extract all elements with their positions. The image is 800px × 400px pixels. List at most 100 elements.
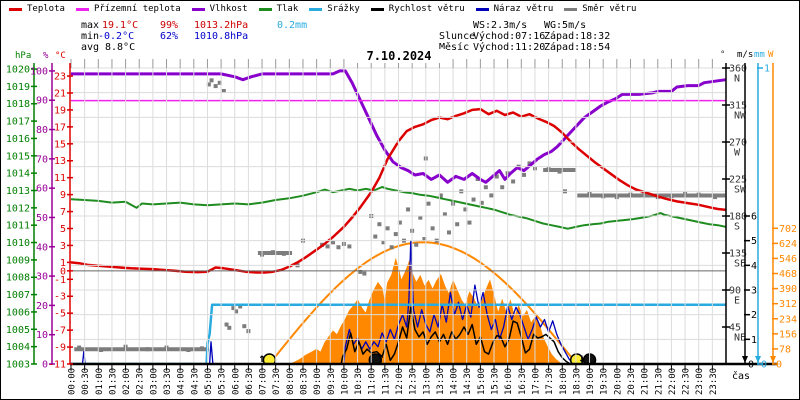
svg-text:50: 50 xyxy=(36,213,48,224)
svg-text:1012: 1012 xyxy=(6,203,30,214)
legend-item-label: Vlhkost xyxy=(209,4,248,14)
svg-text:04:30: 04:30 xyxy=(190,368,200,395)
svg-text:9: 9 xyxy=(60,190,66,201)
svg-text:↓: ↓ xyxy=(578,351,585,365)
svg-text:01:30: 01:30 xyxy=(108,368,118,395)
svg-text:30: 30 xyxy=(36,272,48,283)
legend-item-5: Srážky xyxy=(309,4,360,14)
time-axis-label: čas xyxy=(732,371,751,382)
stat-max-humidity: 99% xyxy=(160,20,179,31)
svg-text:1: 1 xyxy=(60,258,66,269)
svg-text:00:30: 00:30 xyxy=(81,368,91,395)
svg-text:60: 60 xyxy=(36,184,48,195)
legend-item-4: Tlak xyxy=(258,4,299,14)
svg-text:16:30: 16:30 xyxy=(518,368,528,395)
svg-text:360: 360 xyxy=(729,64,747,75)
svg-text:1003: 1003 xyxy=(6,360,30,371)
sunrise-time: Východ:07:16 xyxy=(473,31,546,42)
svg-text:40: 40 xyxy=(36,242,48,253)
svg-text:3: 3 xyxy=(751,286,757,297)
svg-text:135: 135 xyxy=(729,249,747,260)
temperature-unit-label: °C xyxy=(55,51,66,61)
legend-item-7: Náraz větru xyxy=(475,4,554,14)
svg-text:90: 90 xyxy=(729,286,741,297)
svg-text:13:30: 13:30 xyxy=(436,368,446,395)
svg-text:10: 10 xyxy=(36,330,48,341)
legend-item-label: Náraz větru xyxy=(493,4,554,14)
stat-min-temp: -0.2°C xyxy=(98,31,135,42)
svg-text:2: 2 xyxy=(751,310,757,321)
legend-dash-icon xyxy=(258,7,272,11)
svg-text:18:30: 18:30 xyxy=(572,368,582,395)
svg-text:22:30: 22:30 xyxy=(682,368,692,395)
svg-text:1020: 1020 xyxy=(6,65,30,76)
svg-text:21:00: 21:00 xyxy=(641,368,651,395)
svg-text:78: 78 xyxy=(779,344,791,355)
svg-text:4: 4 xyxy=(751,261,757,272)
svg-text:0: 0 xyxy=(776,360,782,371)
legend-item-label: Tlak xyxy=(276,4,299,14)
svg-text:17: 17 xyxy=(54,122,66,133)
svg-text:6: 6 xyxy=(751,212,757,223)
svg-text:546: 546 xyxy=(779,254,797,265)
svg-text:14:30: 14:30 xyxy=(463,368,473,395)
direction-unit-label: ° xyxy=(720,50,726,60)
svg-text:23:30: 23:30 xyxy=(709,368,719,395)
svg-text:06:00: 06:00 xyxy=(231,368,241,395)
svg-text:22:00: 22:00 xyxy=(668,368,678,395)
humidity-unit-label: % xyxy=(43,51,49,61)
svg-text:0: 0 xyxy=(761,360,767,371)
svg-text:16:00: 16:00 xyxy=(504,368,514,395)
svg-text:08:00: 08:00 xyxy=(286,368,296,395)
svg-text:1011: 1011 xyxy=(6,221,30,232)
svg-text:5: 5 xyxy=(751,236,757,247)
legend-dash-icon xyxy=(370,7,384,11)
svg-text:-3: -3 xyxy=(54,292,66,303)
svg-text:7: 7 xyxy=(60,207,66,218)
stat-wind-gust-max: WG:5m/s xyxy=(544,20,587,31)
svg-text:1018: 1018 xyxy=(6,99,30,110)
stat-max-label: max xyxy=(81,20,100,31)
svg-text:06:30: 06:30 xyxy=(245,368,255,395)
svg-text:80: 80 xyxy=(36,125,48,136)
svg-text:10:30: 10:30 xyxy=(354,368,364,395)
svg-text:07:00: 07:00 xyxy=(259,368,269,395)
stat-max-temp: 19.1°C xyxy=(102,20,139,31)
legend-dash-icon xyxy=(9,7,22,11)
svg-text:08:30: 08:30 xyxy=(299,368,309,395)
chart-date-title: 7.10.2024 xyxy=(351,49,447,63)
legend-item-label: Přízemní teplota xyxy=(93,4,181,14)
svg-text:5: 5 xyxy=(60,224,66,235)
svg-text:1010: 1010 xyxy=(6,238,30,249)
svg-text:-11: -11 xyxy=(48,360,66,371)
svg-text:19: 19 xyxy=(54,105,66,116)
legend: Teplota Přízemní teplota Vlhkost Tlak Srážky… xyxy=(9,4,636,14)
svg-text:156: 156 xyxy=(779,329,797,340)
svg-text:↑: ↑ xyxy=(258,351,265,365)
legend-item-1: Teplota xyxy=(9,4,65,14)
legend-dash-icon xyxy=(75,7,89,11)
svg-text:NW: NW xyxy=(734,111,747,122)
svg-text:14:00: 14:00 xyxy=(450,368,460,395)
svg-text:09:30: 09:30 xyxy=(327,368,337,395)
svg-text:70: 70 xyxy=(36,154,48,165)
legend-item-label: Rychlost větru xyxy=(388,4,465,14)
legend-item-2: Přízemní teplota xyxy=(75,4,181,14)
svg-text:468: 468 xyxy=(779,269,797,280)
stat-total-precip: 0.2mm xyxy=(277,20,308,31)
svg-text:11:00: 11:00 xyxy=(368,368,378,395)
svg-text:45: 45 xyxy=(729,323,741,334)
svg-text:11:30: 11:30 xyxy=(381,368,391,395)
svg-text:315: 315 xyxy=(729,101,747,112)
svg-text:09:00: 09:00 xyxy=(313,368,323,395)
legend-dash-icon xyxy=(191,7,205,11)
svg-text:N: N xyxy=(734,74,740,85)
svg-text:100: 100 xyxy=(30,66,48,77)
svg-text:1016: 1016 xyxy=(6,134,30,145)
svg-text:02:00: 02:00 xyxy=(122,368,132,395)
svg-text:0: 0 xyxy=(60,266,66,277)
svg-text:20:30: 20:30 xyxy=(627,368,637,395)
svg-text:1: 1 xyxy=(764,64,770,75)
legend-item-label: Teplota xyxy=(27,4,65,14)
